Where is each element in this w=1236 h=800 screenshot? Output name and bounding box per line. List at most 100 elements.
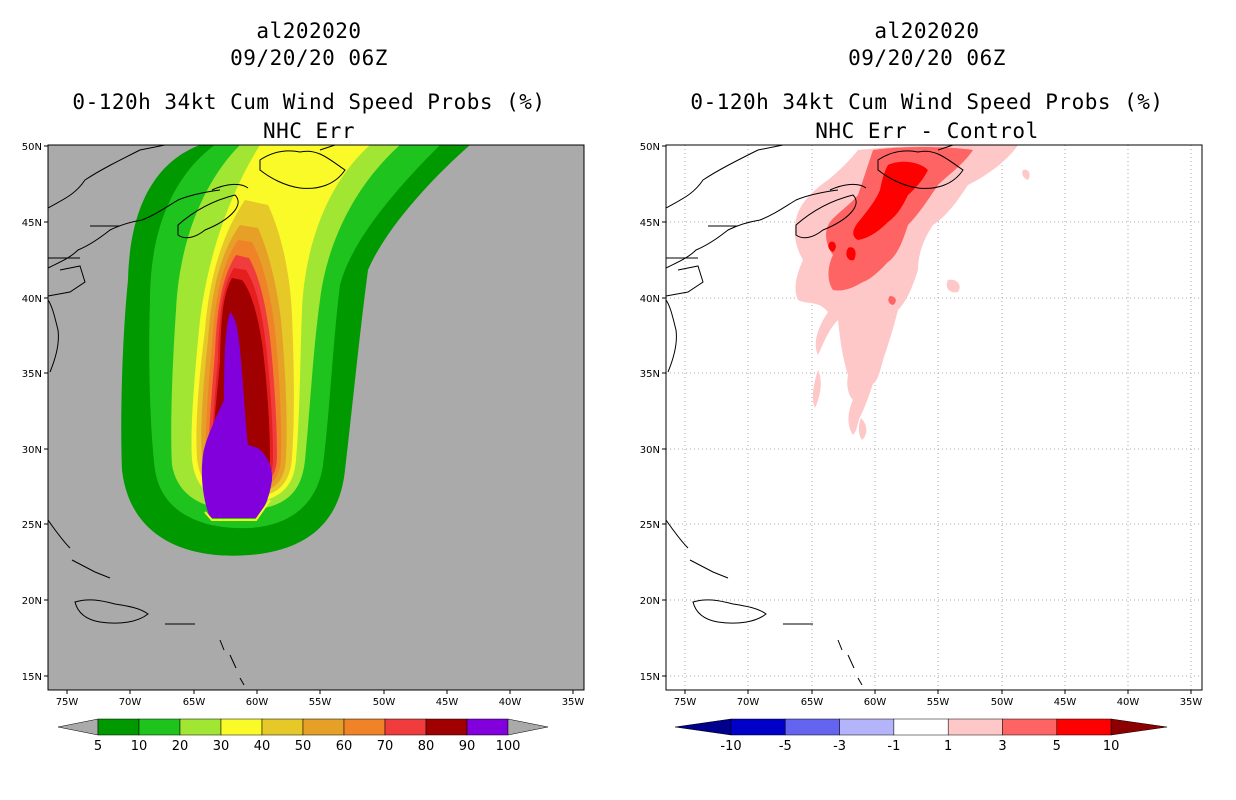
- lat-label: 45N: [22, 218, 42, 229]
- diff-contour-3b: [888, 296, 896, 305]
- lon-label: 70W: [119, 697, 142, 708]
- map-title: 0-120h 34kt Cum Wind Speed Probs (%): [690, 90, 1164, 114]
- lon-label: 35W: [1180, 697, 1203, 708]
- colorbar: 5 10 20 30 40 50 60 70 80 90 100: [57, 718, 549, 754]
- left-panel: al202020 09/20/20 06Z 0-120h 34kt Cum Wi…: [22, 19, 585, 754]
- lon-label: 50W: [991, 697, 1014, 708]
- right-panel: al202020 09/20/20 06Z 0-120h 34kt Cum Wi…: [618, 0, 1236, 800]
- colorbar-box: [947, 718, 1003, 736]
- forecast-datetime: 09/20/20 06Z: [230, 46, 388, 70]
- colorbar-box: [97, 718, 140, 736]
- diff-contour-5c: [828, 241, 836, 252]
- colorbar-label: 20: [172, 739, 189, 754]
- diff-contour-1d: [946, 279, 960, 293]
- colorbar-box: [302, 718, 345, 736]
- colorbar-label: 60: [336, 739, 353, 754]
- coastlines: [666, 145, 964, 686]
- colorbar-label: 90: [459, 739, 476, 754]
- colorbar-box: [343, 718, 386, 736]
- colorbar-label: -1: [887, 739, 900, 754]
- colorbar-box: [138, 718, 181, 736]
- forecast-datetime: 09/20/20 06Z: [848, 46, 1006, 70]
- lat-label: 40N: [640, 294, 660, 305]
- colorbar-label: -10: [720, 739, 741, 754]
- prob-contour-100: [201, 312, 273, 518]
- storm-id: al202020: [256, 19, 362, 43]
- difference-map: 50N 45N 40N 35N 30N 25N 20N 15N 75W 70W …: [640, 142, 1203, 754]
- lat-axis: 50N 45N 40N 35N 30N 25N 20N 15N: [22, 142, 48, 683]
- lon-label: 75W: [674, 697, 697, 708]
- colorbar-end-high: [1110, 718, 1168, 736]
- diff-contour-1c: [858, 418, 867, 440]
- map-background: [666, 145, 1202, 690]
- lon-label: 50W: [373, 697, 396, 708]
- colorbar-box: [839, 718, 895, 736]
- gridlines: [666, 145, 1202, 690]
- probability-map: 50N 45N 40N 35N 30N 25N 20N 15N 75W 70W …: [22, 142, 585, 754]
- colorbar-label: -5: [779, 739, 792, 754]
- lon-label: 60W: [246, 697, 269, 708]
- lat-label: 20N: [22, 596, 42, 607]
- lat-label: 25N: [22, 520, 42, 531]
- colorbar-label: 10: [131, 739, 148, 754]
- colorbar-box: [1056, 718, 1112, 736]
- lon-axis: 75W 70W 65W 60W 55W 50W 45W 40W 35W: [674, 690, 1203, 708]
- colorbar-box: [1002, 718, 1058, 736]
- lat-label: 30N: [22, 445, 42, 456]
- lon-label: 35W: [562, 697, 585, 708]
- lon-label: 70W: [737, 697, 760, 708]
- colorbar-label: -3: [833, 739, 846, 754]
- lon-label: 45W: [1054, 697, 1077, 708]
- diff-contour-1b: [812, 370, 821, 408]
- storm-id: al202020: [874, 19, 980, 43]
- colorbar-box: [893, 718, 949, 736]
- lat-label: 15N: [640, 672, 660, 683]
- lon-label: 55W: [309, 697, 332, 708]
- map-subtitle: NHC Err: [262, 119, 355, 143]
- map-subtitle: NHC Err - Control: [815, 119, 1039, 143]
- lat-label: 50N: [640, 142, 660, 153]
- lon-label: 40W: [499, 697, 522, 708]
- colorbar-label: 1: [944, 739, 952, 754]
- lon-label: 65W: [801, 697, 824, 708]
- colorbar: -10 -5 -3 -1 1 3 5 10: [674, 718, 1168, 754]
- colorbar-label: 5: [1053, 739, 1061, 754]
- colorbar-label: 70: [377, 739, 394, 754]
- lat-label: 45N: [640, 218, 660, 229]
- colorbar-label: 100: [496, 739, 521, 754]
- map-title: 0-120h 34kt Cum Wind Speed Probs (%): [72, 90, 546, 114]
- colorbar-box: [261, 718, 304, 736]
- colorbar-end-low: [674, 718, 732, 736]
- colorbar-label: 50: [295, 739, 312, 754]
- lon-label: 65W: [183, 697, 206, 708]
- lat-label: 35N: [22, 369, 42, 380]
- colorbar-box: [466, 718, 509, 736]
- colorbar-box: [425, 718, 468, 736]
- colorbar-box: [730, 718, 786, 736]
- lat-label: 25N: [640, 520, 660, 531]
- lat-label: 35N: [640, 369, 660, 380]
- diff-contour-5: [853, 161, 928, 240]
- colorbar-end-low: [57, 718, 99, 736]
- colorbar-label: 3: [998, 739, 1006, 754]
- lat-label: 15N: [22, 672, 42, 683]
- colorbar-label: 10: [1103, 739, 1120, 754]
- colorbar-label: 80: [418, 739, 435, 754]
- lon-label: 60W: [864, 697, 887, 708]
- lat-axis: 50N 45N 40N 35N 30N 25N 20N 15N: [640, 142, 666, 683]
- diff-contour-1e: [1022, 169, 1030, 180]
- colorbar-box: [785, 718, 840, 736]
- colorbar-box: [384, 718, 427, 736]
- colorbar-label: 40: [254, 739, 271, 754]
- diff-contour-5b: [846, 247, 856, 261]
- coastlines: [48, 145, 346, 686]
- colorbar-label: 5: [94, 739, 102, 754]
- lat-label: 30N: [640, 445, 660, 456]
- lon-label: 75W: [56, 697, 79, 708]
- diff-contour-3: [826, 147, 973, 291]
- colorbar-box: [179, 718, 222, 736]
- prob-core-rim: [204, 499, 271, 521]
- colorbar-end-high: [507, 718, 549, 736]
- lat-label: 50N: [22, 142, 42, 153]
- colorbar-box: [220, 718, 263, 736]
